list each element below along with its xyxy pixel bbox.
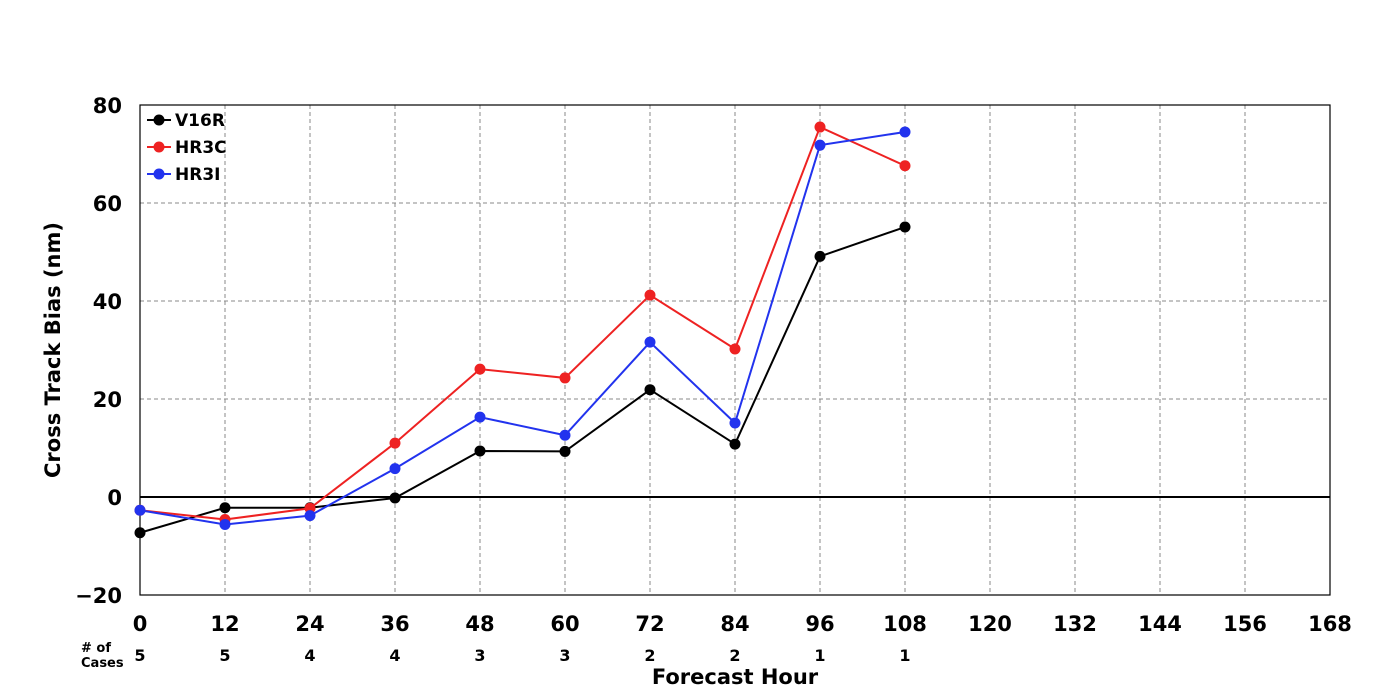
case-count: 4 (304, 646, 315, 665)
x-tick-label: 0 (133, 612, 148, 636)
x-tick-label: 84 (720, 612, 749, 636)
case-count: 3 (559, 646, 570, 665)
legend-item-hr3i: HR3I (147, 165, 220, 185)
data-point-hr3i (134, 504, 146, 516)
y-tick-label: 0 (107, 486, 122, 510)
series-layer (134, 121, 911, 539)
data-point-hr3c (814, 121, 826, 133)
data-point-hr3i (304, 510, 316, 522)
data-point-hr3c (899, 160, 911, 172)
x-tick-label: 12 (210, 612, 239, 636)
case-count: 5 (134, 646, 145, 665)
x-tick-label: 120 (968, 612, 1012, 636)
x-tick-label: 60 (550, 612, 579, 636)
legend-swatch-marker (153, 168, 165, 180)
x-tick-label: 36 (380, 612, 409, 636)
series-hr3c (134, 121, 911, 526)
x-tick-label: 72 (635, 612, 664, 636)
series-hr3i (134, 126, 911, 530)
series-v16r (134, 221, 911, 539)
y-tick-label: 60 (93, 192, 122, 216)
data-point-hr3c (389, 437, 401, 449)
data-point-v16r (729, 438, 741, 450)
y-tick-label: 40 (93, 290, 122, 314)
x-tick-label: 132 (1053, 612, 1097, 636)
x-tick-label: 144 (1138, 612, 1182, 636)
data-point-hr3c (474, 363, 486, 375)
data-point-hr3c (729, 343, 741, 355)
data-point-v16r (559, 445, 571, 457)
data-point-hr3i (389, 463, 401, 475)
x-tick-label: 96 (805, 612, 834, 636)
case-count: 2 (729, 646, 740, 665)
x-tick-label: 156 (1223, 612, 1267, 636)
y-tick-label: 80 (93, 94, 122, 118)
y-axis-title: Cross Track Bias (nm) (41, 222, 65, 478)
data-point-hr3i (644, 336, 656, 348)
legend-swatch-marker (153, 141, 165, 153)
legend-swatch-marker (153, 114, 165, 126)
y-tick-label: −20 (75, 584, 122, 608)
plot-frame (139, 104, 1331, 596)
data-point-hr3c (644, 289, 656, 301)
case-count: 4 (389, 646, 400, 665)
data-point-hr3i (559, 429, 571, 441)
data-point-hr3i (219, 518, 231, 530)
legend-label: HR3C (175, 138, 227, 158)
series-line-v16r (139, 226, 906, 534)
data-point-hr3i (729, 417, 741, 429)
data-point-v16r (899, 221, 911, 233)
series-line-hr3i (139, 130, 906, 526)
legend: V16R HR3C HR3I (147, 111, 227, 185)
case-counts: 5 5 4 4 3 3 2 2 1 1 (134, 646, 910, 665)
data-point-hr3i (474, 411, 486, 423)
legend-label: V16R (175, 111, 225, 131)
data-point-v16r (644, 384, 656, 396)
data-point-hr3c (559, 372, 571, 384)
data-point-v16r (219, 502, 231, 514)
case-count: 1 (814, 646, 825, 665)
data-point-v16r (474, 445, 486, 457)
legend-label: HR3I (175, 165, 220, 185)
x-axis-title: Forecast Hour (652, 665, 819, 689)
data-point-hr3i (899, 126, 911, 138)
case-count: 2 (644, 646, 655, 665)
data-point-v16r (389, 492, 401, 504)
y-tick-label: 20 (93, 388, 122, 412)
legend-item-hr3c: HR3C (147, 138, 227, 158)
x-tick-label: 168 (1308, 612, 1352, 636)
x-tick-label: 24 (295, 612, 324, 636)
cases-label: # of Cases (81, 641, 124, 671)
x-tick-label: 108 (883, 612, 927, 636)
y-tick-labels: −20 0 20 40 60 80 (75, 94, 122, 608)
data-point-hr3i (814, 139, 826, 151)
x-tick-labels: 0 12 24 36 48 60 72 84 96 108 120 132 144 156 168 (133, 612, 1352, 636)
legend-item-v16r: V16R (147, 111, 225, 131)
data-point-v16r (134, 527, 146, 539)
case-count: 5 (219, 646, 230, 665)
series-line-hr3c (139, 125, 906, 521)
case-count: 1 (899, 646, 910, 665)
case-count: 3 (474, 646, 485, 665)
x-tick-label: 48 (465, 612, 494, 636)
data-point-v16r (814, 250, 826, 262)
